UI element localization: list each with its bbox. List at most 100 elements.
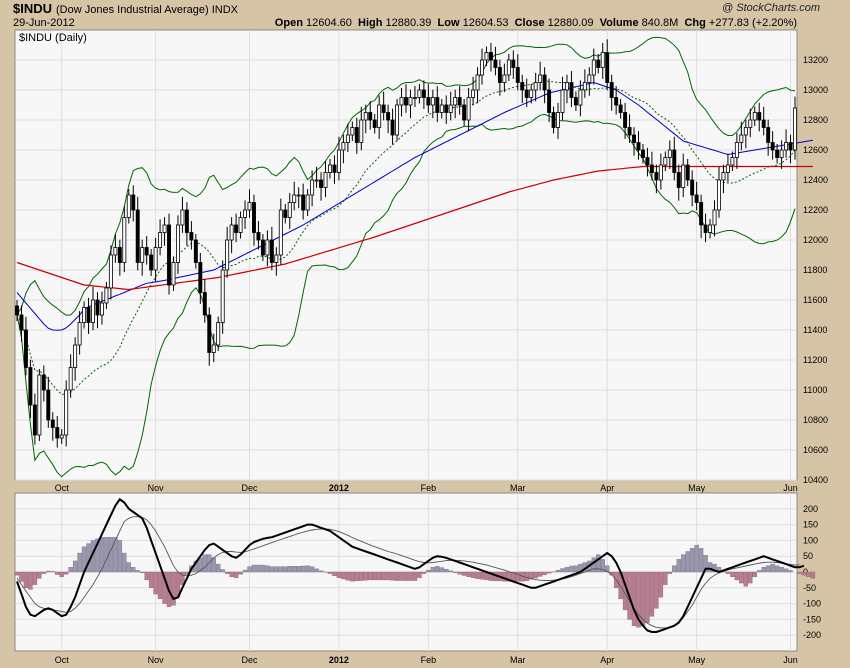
candle-body bbox=[135, 209, 140, 263]
candle-body bbox=[426, 97, 431, 106]
low-value: 12604.53 bbox=[462, 17, 509, 29]
price-tick-label: 10800 bbox=[803, 415, 828, 425]
candle-body bbox=[243, 209, 247, 218]
candle-body bbox=[211, 344, 216, 353]
candle-body bbox=[296, 194, 301, 197]
candle-body bbox=[46, 389, 51, 421]
candle-body bbox=[404, 97, 408, 106]
macd-histogram-bar bbox=[55, 571, 60, 575]
candle-body bbox=[757, 112, 762, 121]
macd-histogram-bar bbox=[233, 571, 239, 578]
candle-body bbox=[694, 194, 699, 203]
macd-histogram-bar bbox=[703, 555, 708, 573]
macd-histogram-bar bbox=[104, 537, 109, 573]
candle-body bbox=[734, 142, 739, 158]
candle-body bbox=[37, 374, 42, 436]
macd-histogram-bar bbox=[99, 537, 105, 573]
candle-body bbox=[614, 97, 619, 106]
candle-body bbox=[417, 89, 422, 98]
candle-body bbox=[524, 89, 529, 98]
macd-histogram-bar bbox=[528, 571, 534, 580]
macd-histogram-bar bbox=[385, 571, 391, 581]
macd-histogram-bar bbox=[247, 566, 252, 573]
candle-body bbox=[761, 119, 766, 128]
macd-time-label: Dec bbox=[241, 655, 258, 665]
macd-histogram-bar bbox=[14, 571, 20, 576]
candle-body bbox=[131, 194, 136, 211]
candle-body bbox=[538, 74, 543, 83]
candle-body bbox=[269, 239, 274, 263]
candle-body bbox=[238, 217, 243, 233]
candle-body bbox=[578, 89, 583, 106]
open-label: Open bbox=[274, 17, 303, 29]
candle-body bbox=[314, 179, 319, 182]
macd-histogram-bar bbox=[341, 571, 346, 580]
macd-histogram-bar bbox=[139, 571, 145, 573]
candle-body bbox=[104, 287, 109, 304]
candle-body bbox=[23, 329, 28, 368]
price-panel: 10400 10600 10800 11000 11200 11400 11600 11800… bbox=[14, 29, 828, 493]
macd-histogram-bar bbox=[135, 570, 140, 573]
moving-average-200-line bbox=[16, 165, 813, 291]
candle-body bbox=[690, 179, 695, 196]
candle-body bbox=[676, 172, 681, 188]
candle-body bbox=[292, 194, 297, 203]
macd-histogram-bar bbox=[470, 571, 476, 578]
candle-body bbox=[623, 112, 628, 128]
candle-body bbox=[649, 164, 654, 173]
price-tick-label: 12400 bbox=[803, 175, 828, 185]
candle-body bbox=[345, 134, 350, 143]
quote-date: 29-Jun-2012 bbox=[13, 17, 75, 29]
candle-body bbox=[779, 149, 784, 158]
macd-tick-label: 100 bbox=[803, 535, 818, 545]
macd-histogram-bar bbox=[171, 571, 176, 606]
candle-body bbox=[600, 52, 605, 68]
macd-histogram-bar bbox=[363, 571, 368, 581]
candle-body bbox=[287, 202, 292, 218]
macd-histogram-bar bbox=[296, 566, 301, 573]
candle-body bbox=[198, 262, 203, 293]
candle-body bbox=[256, 232, 261, 241]
watermark: @ StockCharts.com bbox=[722, 2, 820, 14]
candle-body bbox=[368, 112, 373, 121]
macd-time-label: Mar bbox=[510, 655, 526, 665]
candle-body bbox=[28, 367, 33, 406]
macd-histogram-bar bbox=[23, 571, 29, 589]
candle-body bbox=[766, 127, 771, 143]
macd-histogram-bar bbox=[126, 562, 131, 573]
candle-body bbox=[681, 164, 686, 188]
macd-histogram-bar bbox=[207, 554, 212, 573]
price-tick-label: 10400 bbox=[803, 475, 828, 485]
macd-histogram-bar bbox=[770, 563, 775, 573]
candle-body bbox=[493, 59, 498, 68]
macd-histogram-bar bbox=[779, 567, 784, 573]
candle-body bbox=[471, 89, 476, 98]
macd-tick-label: 150 bbox=[803, 520, 818, 530]
price-tick-label: 13000 bbox=[803, 85, 828, 95]
index-name: (Dow Jones Industrial Average) INDX bbox=[56, 4, 238, 16]
macd-line bbox=[16, 497, 805, 633]
high-value: 12880.39 bbox=[385, 17, 432, 29]
macd-histogram-bar bbox=[676, 559, 681, 573]
macd-histogram-bar bbox=[555, 569, 561, 573]
candle-body bbox=[712, 209, 717, 226]
macd-histogram-bar bbox=[19, 571, 24, 582]
macd-histogram-bar bbox=[117, 540, 123, 573]
candle-body bbox=[319, 179, 324, 188]
macd-histogram-bar bbox=[390, 571, 395, 581]
macd-histogram-bar bbox=[448, 570, 453, 573]
price-tick-label: 12000 bbox=[803, 235, 828, 245]
candle-body bbox=[632, 134, 636, 143]
price-time-axis: Oct Nov Dec 2012 Feb Mar Apr May Jun bbox=[55, 483, 798, 493]
candle-body bbox=[108, 254, 113, 289]
macd-histogram-bar bbox=[730, 571, 735, 577]
macd-histogram-bar bbox=[359, 571, 364, 581]
price-time-label: Apr bbox=[600, 483, 614, 493]
macd-histogram-bar bbox=[113, 537, 118, 573]
macd-lines bbox=[16, 497, 805, 633]
candle-body bbox=[618, 104, 623, 113]
macd-histogram-bar bbox=[300, 565, 306, 573]
macd-histogram-bar bbox=[162, 571, 167, 604]
candle-body bbox=[278, 209, 283, 256]
macd-histogram-bar bbox=[72, 560, 78, 573]
